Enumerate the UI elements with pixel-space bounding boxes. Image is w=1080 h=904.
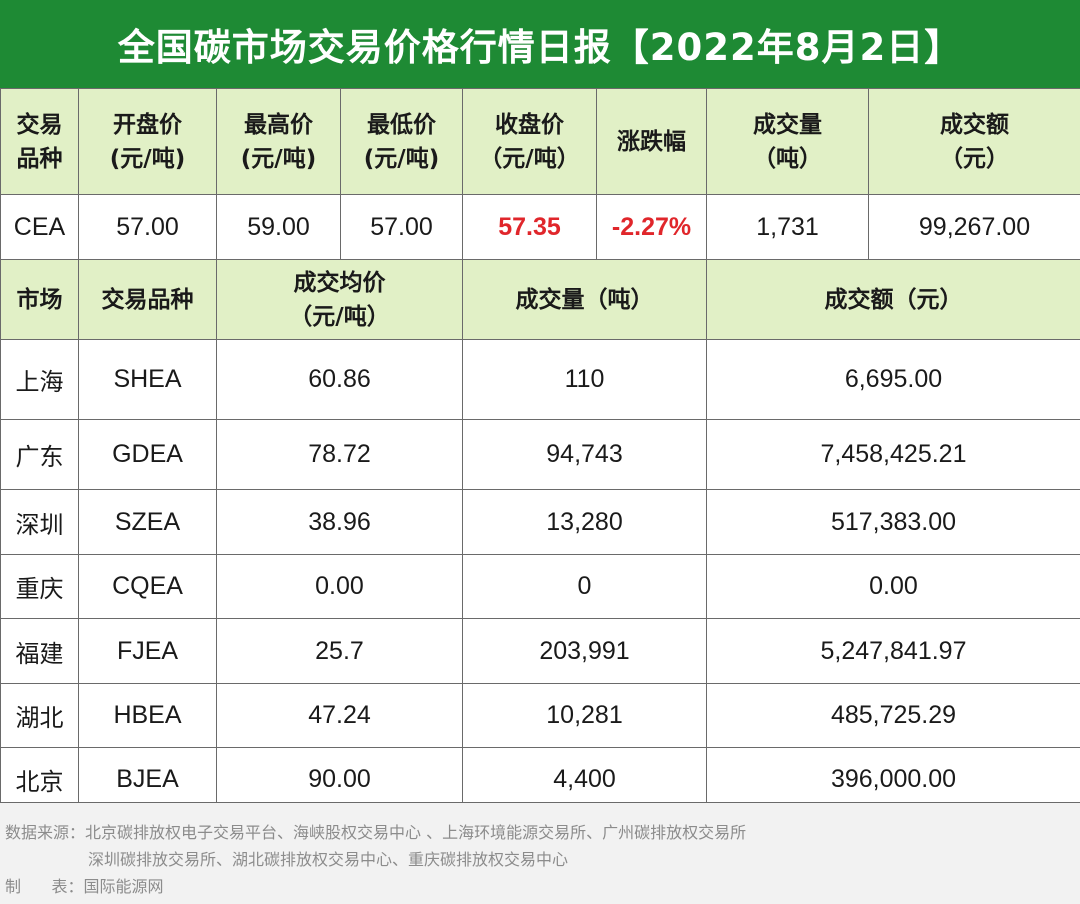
- header-close: 收盘价（元/吨）: [463, 89, 597, 195]
- avg-price-cell: 0.00: [217, 555, 463, 619]
- header-trade-variety: 交易品种: [79, 260, 217, 340]
- header-change: 涨跌幅: [597, 89, 707, 195]
- header-regional-volume: 成交量（吨）: [463, 260, 707, 340]
- national-market-table: 交易品种 开盘价(元/吨) 最高价(元/吨) 最低价(元/吨) 收盘价（元/吨）…: [0, 88, 1080, 260]
- volume-cell: 0: [463, 555, 707, 619]
- table-maker: 制 表：国际能源网: [5, 873, 164, 897]
- variety-cell: CQEA: [79, 555, 217, 619]
- cea-change: -2.27%: [597, 195, 707, 260]
- market-cell: 福建: [1, 619, 79, 684]
- header-market: 市场: [1, 260, 79, 340]
- amount-cell: 6,695.00: [707, 340, 1080, 420]
- national-header-row: 交易品种 开盘价(元/吨) 最高价(元/吨) 最低价(元/吨) 收盘价（元/吨）…: [1, 89, 1080, 195]
- amount-cell: 0.00: [707, 555, 1080, 619]
- volume-cell: 10,281: [463, 684, 707, 748]
- amount-cell: 517,383.00: [707, 490, 1080, 555]
- cea-open: 57.00: [79, 195, 217, 260]
- volume-cell: 13,280: [463, 490, 707, 555]
- header-open: 开盘价(元/吨): [79, 89, 217, 195]
- volume-cell: 94,743: [463, 420, 707, 490]
- variety-cell: SHEA: [79, 340, 217, 420]
- cea-low: 57.00: [341, 195, 463, 260]
- report-title: 全国碳市场交易价格行情日报【2022年8月2日】: [0, 0, 1080, 88]
- volume-cell: 110: [463, 340, 707, 420]
- market-cell: 湖北: [1, 684, 79, 748]
- amount-cell: 7,458,425.21: [707, 420, 1080, 490]
- market-cell: 广东: [1, 420, 79, 490]
- header-avg-price: 成交均价（元/吨）: [217, 260, 463, 340]
- market-cell: 重庆: [1, 555, 79, 619]
- avg-price-cell: 38.96: [217, 490, 463, 555]
- data-source-line2: 深圳碳排放交易所、湖北碳排放权交易中心、重庆碳排放权交易中心: [88, 846, 568, 870]
- national-data-row: CEA 57.00 59.00 57.00 57.35 -2.27% 1,731…: [1, 195, 1080, 260]
- header-volume: 成交量（吨）: [707, 89, 869, 195]
- cea-amount: 99,267.00: [869, 195, 1080, 260]
- amount-cell: 485,725.29: [707, 684, 1080, 748]
- avg-price-cell: 60.86: [217, 340, 463, 420]
- footer-notes: 数据来源：北京碳排放权电子交易平台、海峡股权交易中心 、上海环境能源交易所、广州…: [0, 802, 1080, 904]
- header-regional-amount: 成交额（元）: [707, 260, 1080, 340]
- header-low: 最低价(元/吨): [341, 89, 463, 195]
- amount-cell: 5,247,841.97: [707, 619, 1080, 684]
- cea-volume: 1,731: [707, 195, 869, 260]
- market-cell: 上海: [1, 340, 79, 420]
- regional-header-row: 市场 交易品种 成交均价（元/吨） 成交量（吨） 成交额（元）: [1, 260, 1080, 340]
- market-cell: 深圳: [1, 490, 79, 555]
- cea-high: 59.00: [217, 195, 341, 260]
- cea-variety: CEA: [1, 195, 79, 260]
- variety-cell: SZEA: [79, 490, 217, 555]
- header-amount: 成交额（元）: [869, 89, 1080, 195]
- volume-cell: 203,991: [463, 619, 707, 684]
- header-variety: 交易品种: [1, 89, 79, 195]
- avg-price-cell: 25.7: [217, 619, 463, 684]
- variety-cell: FJEA: [79, 619, 217, 684]
- variety-cell: HBEA: [79, 684, 217, 748]
- cea-close: 57.35: [463, 195, 597, 260]
- data-source-line1: 数据来源：北京碳排放权电子交易平台、海峡股权交易中心 、上海环境能源交易所、广州…: [5, 819, 746, 843]
- variety-cell: GDEA: [79, 420, 217, 490]
- avg-price-cell: 78.72: [217, 420, 463, 490]
- header-high: 最高价(元/吨): [217, 89, 341, 195]
- avg-price-cell: 47.24: [217, 684, 463, 748]
